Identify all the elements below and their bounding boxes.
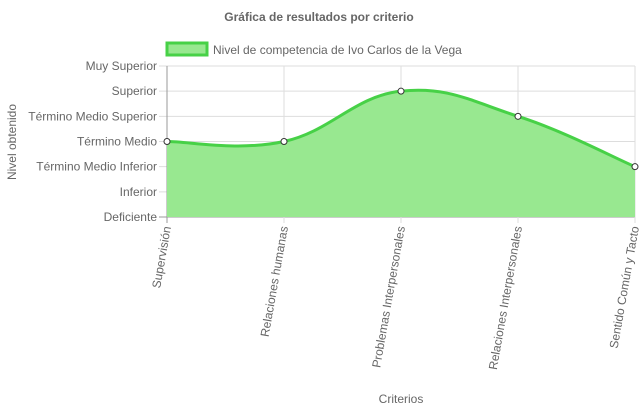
data-points xyxy=(163,87,639,171)
legend-label: Nivel de competencia de Ivo Carlos de la… xyxy=(213,43,462,57)
data-point-3[interactable] xyxy=(514,112,522,120)
x-tick-label: Sentido Común y Tacto xyxy=(607,225,639,350)
x-tick-label: Relaciones Interpersonales xyxy=(486,225,525,371)
y-tick-label: Término Medio xyxy=(77,135,157,149)
y-tick-label: Término Medio Superior xyxy=(28,109,157,123)
y-axis-title: Nivel obtenido xyxy=(5,104,19,180)
chart-title: Gráfica de resultados por criterio xyxy=(224,10,413,24)
data-point-2[interactable] xyxy=(397,87,405,95)
legend[interactable]: Nivel de competencia de Ivo Carlos de la… xyxy=(165,41,462,57)
data-point-4[interactable] xyxy=(631,163,639,171)
y-tick-label: Inferior xyxy=(120,185,157,199)
data-point-0[interactable] xyxy=(163,138,171,145)
x-tick-label: Supervisión xyxy=(149,225,174,289)
series-fill xyxy=(167,90,635,217)
series-area xyxy=(166,88,636,217)
y-tick-labels: Deficiente Inferior Término Medio Inferior… xyxy=(28,59,157,224)
y-tick-label: Muy Superior xyxy=(86,59,157,73)
y-tick-label: Deficiente xyxy=(104,210,158,224)
x-axis-title: Criterios xyxy=(379,392,424,406)
x-tick-label: Relaciones humanas xyxy=(258,225,291,338)
y-tick-label: Término Medio Inferior xyxy=(36,160,157,174)
data-point-1[interactable] xyxy=(280,138,288,145)
x-tick-labels: Supervisión Relaciones humanas Problemas I… xyxy=(149,225,639,371)
legend-swatch xyxy=(165,41,209,57)
x-tick-label: Problemas Interpersonales xyxy=(369,225,408,369)
y-tick-label: Superior xyxy=(112,84,157,98)
